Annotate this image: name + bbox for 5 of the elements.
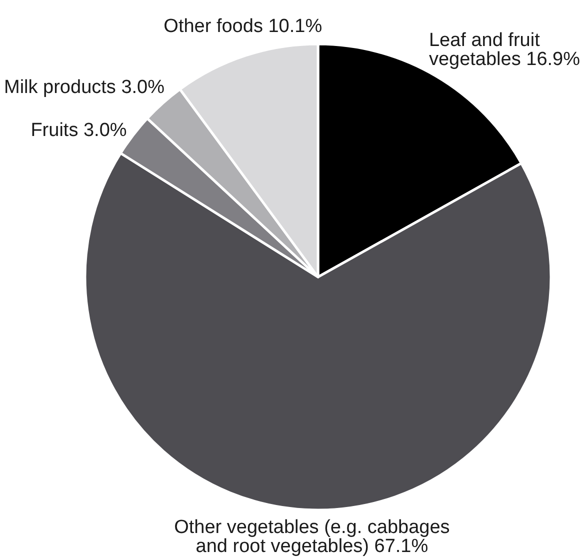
- slice-label: Other foods 10.1%: [164, 16, 322, 37]
- slice-label: Leaf and fruit vegetables 16.9%: [428, 30, 580, 70]
- slice-label: Fruits 3.0%: [30, 120, 127, 141]
- slice-label: Milk products 3.0%: [4, 77, 165, 98]
- slice-label: Other vegetables (e.g. cabbages and root vegetables) 67.1%: [174, 517, 450, 557]
